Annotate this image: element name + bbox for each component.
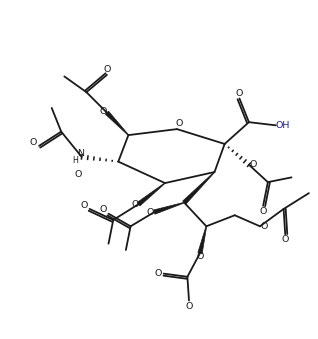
Text: O: O	[103, 65, 111, 74]
Text: O: O	[281, 235, 289, 244]
Text: OH: OH	[275, 121, 290, 130]
Text: O: O	[249, 160, 256, 169]
Text: O: O	[154, 269, 162, 278]
Text: O: O	[236, 89, 243, 98]
Polygon shape	[105, 111, 128, 135]
Text: O: O	[80, 201, 87, 210]
Text: O: O	[185, 302, 193, 311]
Polygon shape	[137, 183, 165, 206]
Text: O: O	[259, 207, 267, 216]
Text: O: O	[99, 205, 107, 214]
Polygon shape	[183, 172, 215, 204]
Text: O: O	[196, 253, 204, 261]
Polygon shape	[198, 226, 207, 254]
Polygon shape	[154, 202, 184, 214]
Text: N: N	[78, 148, 85, 158]
Text: O: O	[75, 170, 82, 179]
Text: O: O	[147, 207, 154, 217]
Text: O: O	[100, 107, 107, 116]
Text: O: O	[260, 222, 267, 231]
Text: O: O	[176, 119, 183, 128]
Text: H: H	[72, 156, 78, 165]
Text: O: O	[131, 200, 138, 209]
Text: O: O	[30, 138, 37, 147]
